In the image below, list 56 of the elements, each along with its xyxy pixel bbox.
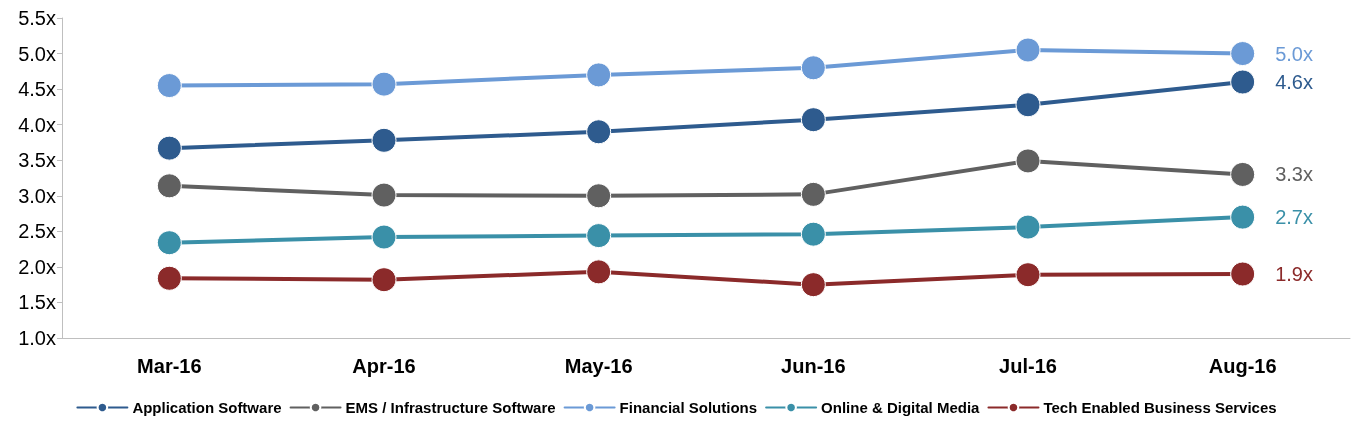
data-label: 5.0x	[1275, 42, 1313, 65]
y-tick-label: 3.0x	[18, 184, 56, 207]
y-tick-label: 4.5x	[18, 78, 56, 101]
x-tick-label: Jun-16	[781, 355, 846, 377]
legend-label: Tech Enabled Business Services	[1043, 399, 1277, 416]
point	[371, 127, 397, 153]
y-tick-label: 1.0x	[18, 327, 56, 349]
point	[1015, 262, 1041, 288]
point	[156, 265, 182, 291]
point	[800, 107, 826, 133]
x-tick-label: Jul-16	[999, 355, 1057, 377]
x-tick-label: Mar-16	[137, 355, 202, 377]
point	[1230, 41, 1256, 67]
y-tick-label: 2.5x	[18, 220, 56, 243]
point	[1015, 37, 1041, 63]
point	[1230, 204, 1256, 230]
point	[1230, 261, 1256, 287]
point	[586, 62, 612, 88]
point	[156, 135, 182, 161]
legend-label: Online & Digital Media	[821, 399, 981, 416]
point	[371, 267, 397, 293]
y-tick-label: 3.5x	[18, 149, 56, 172]
point	[586, 183, 612, 209]
point	[156, 73, 182, 99]
point	[156, 173, 182, 199]
data-label: 2.7x	[1275, 206, 1313, 229]
legend-label: Application Software	[132, 399, 282, 416]
data-label: 1.9x	[1275, 263, 1313, 285]
point	[1015, 148, 1041, 174]
y-tick-label: 4.0x	[18, 113, 56, 136]
x-tick-label: Aug-16	[1208, 355, 1277, 377]
point	[800, 272, 826, 298]
legend-label: Financial Solutions	[619, 399, 758, 416]
legend-label: EMS / Infrastructure Software	[345, 399, 556, 416]
y-tick-label: 5.5x	[18, 7, 56, 29]
y-tick-label: 2.0x	[18, 255, 56, 278]
point	[800, 221, 826, 247]
point	[156, 230, 182, 256]
point	[586, 223, 612, 249]
point	[586, 119, 612, 145]
data-label: 3.3x	[1275, 163, 1313, 186]
point	[1015, 214, 1041, 240]
point	[1230, 69, 1256, 95]
point	[371, 182, 397, 208]
y-tick-label: 5.0x	[18, 42, 56, 65]
point	[586, 259, 612, 285]
y-tick-label: 1.5x	[18, 291, 56, 314]
point	[800, 181, 826, 207]
point	[371, 71, 397, 97]
point	[800, 55, 826, 81]
data-label: 4.6x	[1275, 71, 1313, 93]
point	[1015, 92, 1041, 118]
point	[1230, 161, 1256, 187]
x-tick-label: Apr-16	[352, 355, 416, 377]
point	[371, 224, 397, 250]
x-tick-label: May-16	[564, 355, 633, 377]
